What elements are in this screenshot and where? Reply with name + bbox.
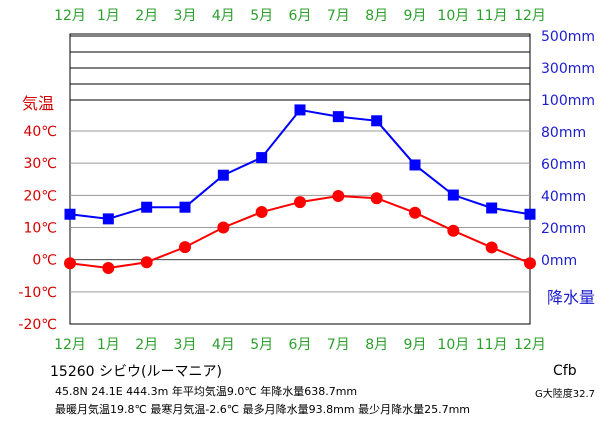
month-label-top: 6月: [289, 8, 312, 24]
month-label-top: 9月: [404, 8, 427, 24]
precipitation-point: [524, 208, 536, 220]
precipitation-tick-label: 40mm: [541, 189, 586, 205]
month-label-bottom: 2月: [135, 337, 158, 353]
station-stats-line2: 最暖月気温19.8℃ 最寒月気温-2.6℃ 最多月降水量93.8mm 最少月降水…: [55, 402, 470, 416]
month-label-bottom: 7月: [327, 337, 350, 353]
precipitation-axis-ticks: 500mm 300mm 100mm 80mm 60mm 40mm 20mm 0mm: [541, 29, 595, 269]
month-label-bottom: 1月: [97, 337, 120, 353]
month-label-bottom: 4月: [212, 337, 235, 353]
precipitation-point: [141, 201, 153, 213]
precipitation-tick-label: 500mm: [541, 29, 595, 45]
precipitation-point: [294, 104, 306, 116]
month-label-bottom: 9月: [404, 337, 427, 353]
temperature-point: [64, 257, 76, 270]
precipitation-tick-label: 300mm: [541, 61, 595, 77]
month-label-bottom: 8月: [365, 337, 388, 353]
climate-classification: Cfb: [553, 363, 577, 379]
month-label-top: 11月: [476, 8, 508, 24]
month-labels-top: 12月 1月 2月 3月 4月 5月 6月 7月 8月 9月 10月 11月 12月: [54, 8, 546, 24]
temperature-tick-label: 40℃: [23, 124, 57, 140]
precipitation-axis-label: 降水量: [547, 288, 595, 307]
temperature-point: [102, 262, 115, 275]
precipitation-tick-label: 20mm: [541, 221, 586, 237]
month-label-top: 5月: [250, 8, 273, 24]
temperature-tick-label: -20℃: [18, 317, 57, 333]
precipitation-point: [64, 208, 76, 220]
precipitation-point: [486, 202, 498, 214]
month-label-bottom: 12月: [514, 337, 546, 353]
month-label-top: 10月: [437, 8, 469, 24]
month-label-top: 12月: [514, 8, 546, 24]
precipitation-tick-label: 80mm: [541, 125, 586, 141]
temperature-axis-ticks: 40℃ 30℃ 20℃ 10℃ 0℃ -10℃ -20℃: [18, 124, 57, 333]
precipitation-point: [102, 213, 114, 225]
month-label-bottom: 6月: [289, 337, 312, 353]
plot-area-frame: [69, 33, 531, 325]
precipitation-tick-label: 0mm: [541, 253, 577, 269]
month-label-bottom: 3月: [174, 337, 197, 353]
temperature-point: [447, 224, 460, 237]
precipitation-point: [179, 201, 191, 213]
month-label-bottom: 11月: [476, 337, 508, 353]
temperature-point: [485, 241, 498, 254]
temperature-point: [294, 196, 306, 209]
temperature-tick-label: 0℃: [32, 253, 57, 269]
series-lines: [69, 108, 531, 270]
month-label-top: 3月: [174, 8, 197, 24]
temperature-tick-label: -10℃: [18, 285, 57, 301]
temperature-point: [332, 189, 345, 202]
month-label-top: 1月: [97, 8, 120, 24]
temperature-axis-label: 気温: [22, 94, 54, 113]
month-label-top: 7月: [327, 8, 350, 24]
gridlines: [70, 35, 530, 293]
precipitation-point: [217, 169, 229, 181]
temperature-point: [217, 221, 230, 234]
temperature-tick-label: 10℃: [23, 221, 57, 237]
temperature-point: [524, 257, 536, 270]
continentality-index: G大陸度32.7: [535, 387, 595, 400]
precipitation-point: [409, 159, 421, 171]
precipitation-point: [371, 115, 383, 127]
month-label-top: 2月: [135, 8, 158, 24]
precipitation-point: [447, 189, 459, 201]
temperature-point: [255, 206, 268, 219]
month-label-top: 4月: [212, 8, 235, 24]
temperature-point: [370, 192, 383, 205]
temperature-point: [409, 206, 421, 219]
month-label-top: 8月: [365, 8, 388, 24]
precipitation-point: [332, 111, 344, 123]
temperature-tick-label: 30℃: [23, 156, 57, 172]
precipitation-tick-label: 60mm: [541, 157, 586, 173]
series-markers: [64, 104, 536, 275]
temperature-point: [140, 256, 153, 269]
month-label-bottom: 10月: [437, 337, 469, 353]
precipitation-tick-label: 100mm: [541, 93, 595, 109]
month-labels-bottom: 12月 1月 2月 3月 4月 5月 6月 7月 8月 9月 10月 11月 12月: [54, 337, 546, 353]
month-label-bottom: 12月: [54, 337, 86, 353]
temperature-point: [179, 241, 191, 254]
month-label-top: 12月: [54, 8, 86, 24]
temperature-tick-label: 20℃: [23, 188, 57, 204]
station-name: 15260 シビウ(ルーマニア): [50, 364, 222, 380]
precipitation-point: [256, 152, 268, 164]
month-label-bottom: 5月: [250, 337, 273, 353]
station-stats-line1: 45.8N 24.1E 444.3m 年平均気温9.0℃ 年降水量638.7mm: [55, 384, 357, 398]
